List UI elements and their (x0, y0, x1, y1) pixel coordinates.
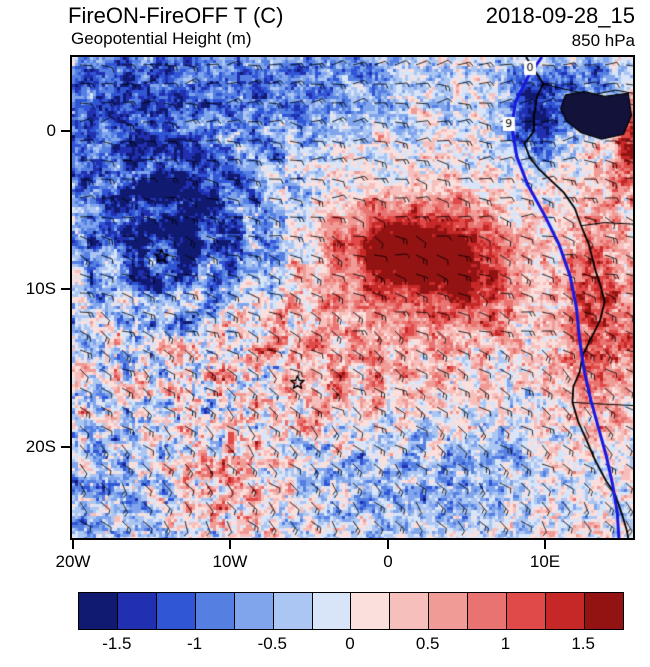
colorbar-labels: -1.5 -1 -0.5 0 0.5 1 1.5 (78, 634, 622, 658)
colorbar-cell (389, 593, 429, 629)
y-axis-label-10s: 10S (25, 279, 56, 298)
colorbar-cell (194, 593, 234, 629)
colorbar (78, 592, 624, 630)
colorbar-cell (311, 593, 351, 629)
y-axis-tick (61, 446, 70, 448)
colorbar-cell (545, 593, 584, 629)
y-axis-tick (61, 288, 70, 290)
x-axis-tick (387, 540, 389, 549)
x-axis-tick (72, 540, 74, 549)
x-axis-label-10w: 10W (212, 552, 248, 571)
x-axis-label-20w: 20W (55, 552, 91, 571)
colorbar-cell (506, 593, 546, 629)
colorbar-cell (233, 593, 273, 629)
colorbar-cell (467, 593, 507, 629)
field-label: Geopotential Height (m) (71, 29, 252, 48)
colorbar-label: -0.5 (257, 634, 287, 653)
colorbar-cell (350, 593, 390, 629)
temperature-difference-map (72, 57, 633, 538)
colorbar-label: 0.5 (415, 634, 440, 653)
colorbar-label: 1.5 (571, 634, 595, 653)
y-axis-label-0: 0 (46, 121, 56, 140)
page-title: FireON-FireOFF T (C) (68, 3, 284, 28)
y-axis-label-20s: 20S (25, 437, 56, 456)
x-axis-label-10e: 10E (529, 552, 561, 571)
x-axis-label-0: 0 (383, 552, 393, 571)
colorbar-cell (155, 593, 195, 629)
x-axis-tick (229, 540, 231, 549)
pressure-level-label: 850 hPa (571, 31, 635, 50)
x-axis-tick (544, 540, 546, 549)
y-axis-tick (61, 130, 70, 132)
datetime-label: 2018-09-28_15 (485, 3, 635, 28)
colorbar-label: -1.5 (102, 634, 132, 653)
colorbar-label: 0 (345, 634, 355, 653)
colorbar-cell (79, 593, 117, 629)
colorbar-label: -1 (187, 634, 203, 653)
colorbar-cell (116, 593, 156, 629)
colorbar-label: 1 (500, 634, 511, 653)
colorbar-cell (428, 593, 468, 629)
colorbar-cell (583, 593, 623, 629)
colorbar-cell (272, 593, 312, 629)
map-plot-area (70, 55, 635, 540)
